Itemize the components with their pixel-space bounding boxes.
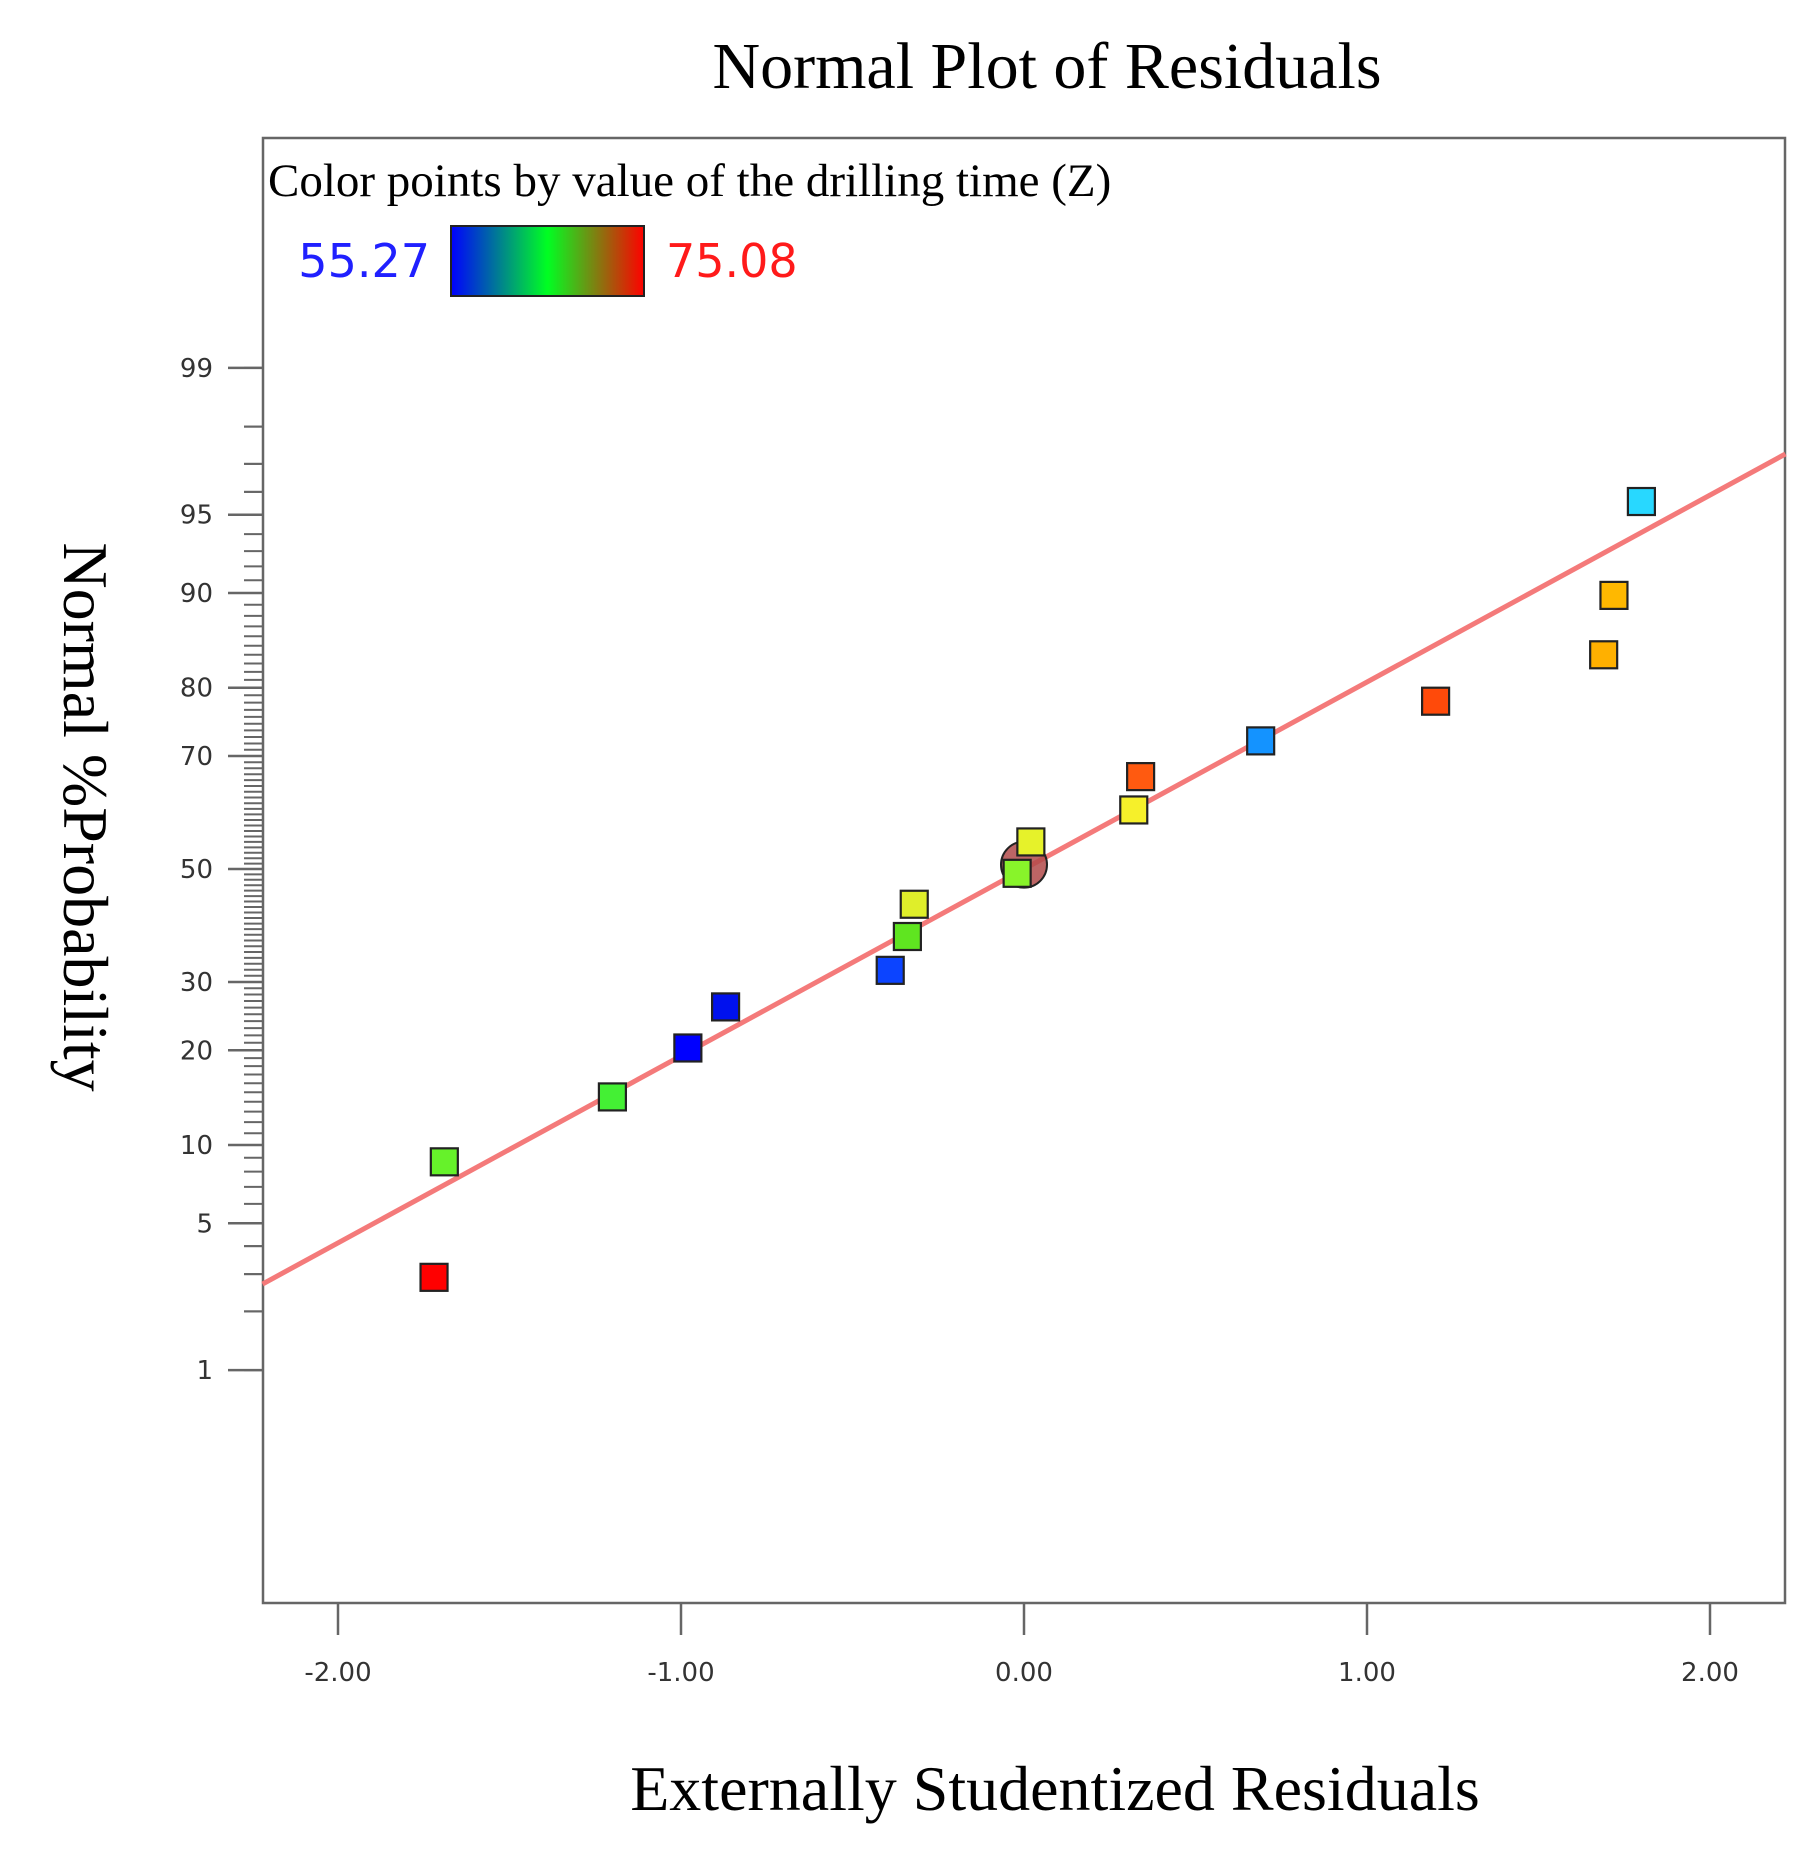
y-tick-label: 80 [180, 674, 213, 704]
data-point [673, 1033, 703, 1063]
y-tick-label: 20 [180, 1036, 213, 1066]
data-point [1420, 686, 1451, 716]
y-axis-ticks: 1 5 10 20 30 50 70 80 90 95 99 [180, 354, 263, 1386]
data-point [429, 1147, 459, 1177]
data-point [1119, 795, 1149, 825]
y-tick-label: 99 [180, 354, 213, 384]
y-tick-label: 95 [180, 501, 213, 531]
legend-min-label: 55.27 [298, 234, 430, 288]
y-tick-label: 5 [196, 1209, 213, 1239]
x-tick-label: -2.00 [304, 1658, 371, 1688]
data-points [419, 486, 1657, 1292]
data-point [1126, 762, 1156, 792]
color-legend: Color points by value of the drilling ti… [268, 155, 1111, 297]
data-point [892, 921, 922, 952]
data-point [875, 955, 905, 985]
legend-title: Color points by value of the drilling ti… [268, 155, 1111, 207]
y-tick-label: 1 [196, 1356, 213, 1386]
x-tick-label: 0.00 [995, 1658, 1053, 1688]
chart-title: Normal Plot of Residuals [712, 30, 1381, 103]
y-tick-label: 70 [180, 742, 213, 772]
data-point [1589, 640, 1619, 670]
data-point [710, 992, 741, 1022]
data-point [1599, 580, 1629, 610]
data-point [597, 1082, 628, 1112]
legend-max-label: 75.08 [666, 234, 798, 288]
y-tick-label: 30 [180, 968, 213, 998]
y-axis-title: Normal %Probability [50, 542, 121, 1091]
x-axis-title: Externally Studentized Residuals [630, 1753, 1480, 1824]
data-point [899, 889, 929, 919]
data-point [1626, 486, 1657, 517]
data-point [1002, 858, 1032, 888]
y-tick-label: 90 [180, 579, 213, 609]
y-tick-label: 50 [180, 855, 213, 885]
data-point [1016, 827, 1046, 857]
data-point [1246, 726, 1276, 756]
x-tick-label: -1.00 [647, 1658, 714, 1688]
x-tick-label: 2.00 [1681, 1658, 1739, 1688]
data-point [419, 1262, 449, 1292]
legend-color-bar [450, 225, 645, 297]
y-tick-label: 10 [180, 1131, 213, 1161]
x-tick-label: 1.00 [1338, 1658, 1396, 1688]
x-axis-ticks: -2.00 -1.00 0.00 1.00 2.00 [304, 1603, 1739, 1688]
